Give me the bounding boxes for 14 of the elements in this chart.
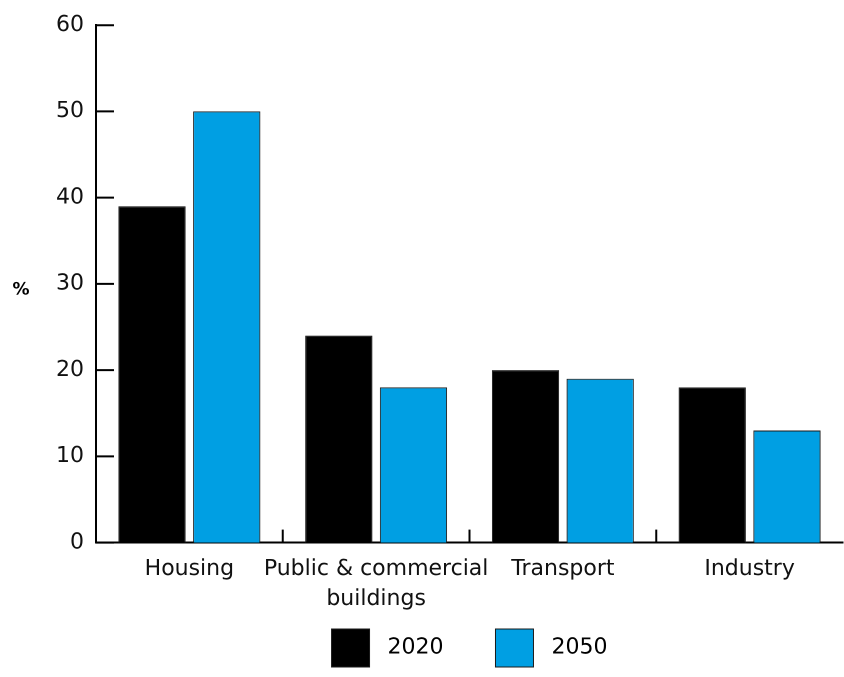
- y-tick-label: 30: [56, 270, 84, 296]
- legend-label: 2020: [380, 634, 492, 660]
- y-tick-label: 10: [56, 443, 84, 468]
- y-tick-label: 50: [56, 98, 84, 124]
- x-tick-label: Transport: [510, 556, 615, 582]
- y-tick-label: 40: [56, 184, 84, 210]
- y-axis-title: %: [12, 279, 30, 300]
- x-tick-label: Housing: [144, 556, 234, 582]
- x-tick-label: Industry: [704, 556, 795, 582]
- y-tick-label: 0: [70, 529, 84, 554]
- y-tick-label: 60: [56, 12, 84, 37]
- y-tick-label: 20: [56, 356, 84, 382]
- legend-label: 2050: [544, 634, 608, 660]
- x-tick-label: Public & commercial buildings: [264, 556, 488, 611]
